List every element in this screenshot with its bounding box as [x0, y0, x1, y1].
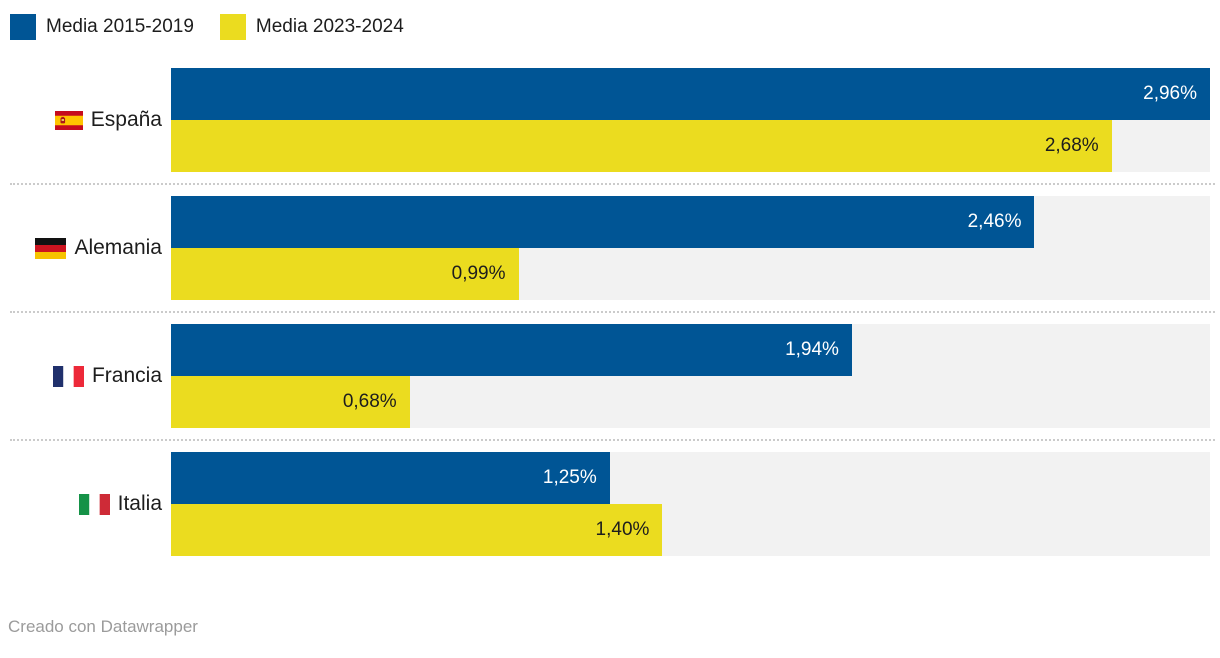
legend-item: Media 2015-2019 [10, 14, 194, 40]
bar-value-label: 0,99% [451, 263, 506, 284]
bar-value-label: 1,94% [785, 339, 839, 360]
bar-value-label: 0,68% [342, 391, 397, 412]
row-label: Francia [0, 324, 171, 428]
bar-track: 0,68% [171, 376, 1210, 428]
credit-footer[interactable]: Creado con Datawrapper [8, 617, 198, 636]
legend-swatch-2015-2019 [10, 14, 36, 40]
italy-flag-icon [78, 493, 110, 515]
bar-media-2023-2024: 2,68% [171, 120, 1112, 172]
germany-flag-icon [35, 237, 67, 259]
bar-track: 0,99% [171, 248, 1210, 300]
bar-media-2015-2019: 1,94% [171, 324, 852, 376]
legend-swatch-2023-2024 [219, 14, 246, 40]
bar-value-label: 1,25% [542, 467, 597, 488]
row-separator [10, 311, 1215, 313]
legend-item: Media 2023-2024 [219, 14, 404, 40]
bar-media-2023-2024: 0,68% [171, 376, 410, 428]
row-label: Italia [0, 452, 171, 556]
bar-value-label: 2,96% [1143, 83, 1197, 104]
legend-label: Media 2015-2019 [46, 16, 194, 37]
legend: Media 2015-2019 Media 2023-2024 [10, 14, 1220, 40]
bar-chart: España 2,96% 2,68% [0, 68, 1220, 556]
france-flag-icon [52, 365, 84, 387]
bar-media-2015-2019: 1,25% [171, 452, 610, 504]
bar-track: 2,96% [171, 68, 1210, 120]
bar-track: 1,25% [171, 452, 1210, 504]
chart-row-italia: Italia 1,25% 1,40% [0, 452, 1210, 556]
country-label: Alemania [74, 236, 162, 259]
legend-label: Media 2023-2024 [255, 16, 404, 37]
country-label: Italia [117, 492, 162, 515]
spain-flag-icon [54, 110, 83, 130]
bar-media-2023-2024: 0,99% [171, 248, 519, 300]
bar-value-label: 1,40% [595, 519, 650, 540]
country-label: Francia [91, 364, 162, 387]
bar-media-2015-2019: 2,46% [171, 196, 1035, 248]
row-label: España [0, 68, 171, 172]
bar-value-label: 2,46% [967, 211, 1022, 232]
bar-track: 1,94% [171, 324, 1210, 376]
row-separator [10, 183, 1215, 185]
bar-track: 2,68% [171, 120, 1210, 172]
row-separator [10, 439, 1215, 441]
bar-track: 1,40% [171, 504, 1210, 556]
bar-track: 2,46% [171, 196, 1210, 248]
bar-media-2023-2024: 1,40% [171, 504, 663, 556]
country-label: España [90, 108, 162, 131]
bar-value-label: 2,68% [1044, 135, 1099, 156]
chart-row-espana: España 2,96% 2,68% [0, 68, 1210, 172]
row-label: Alemania [0, 196, 171, 300]
chart-row-francia: Francia 1,94% 0,68% [0, 324, 1210, 428]
chart-row-alemania: Alemania 2,46% 0,99% [0, 196, 1210, 300]
bar-media-2015-2019: 2,96% [171, 68, 1210, 120]
